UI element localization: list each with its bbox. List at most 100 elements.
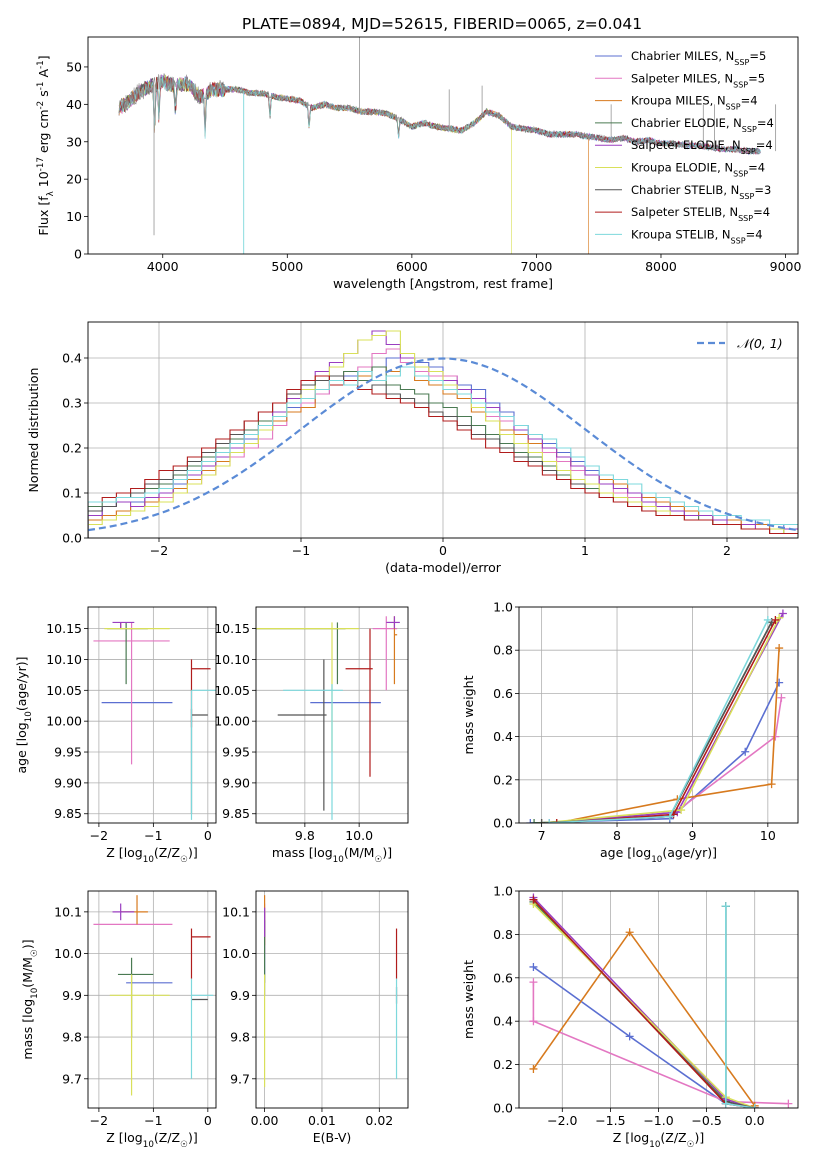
age-vs-Z-panel: −2 −1 0 9.85 9.90 9.95 10.00 10.05 10.10 10.15 Z […	[14, 606, 217, 865]
weight-vs-Z-ylabel-part: mass weight	[461, 960, 476, 1039]
age-vs-Z-ytick-label: 9.90	[54, 775, 82, 790]
spectrum-ylabel-part: A	[36, 69, 51, 82]
spectrum-ylabel-part: s	[36, 90, 51, 101]
mass-vs-Z-ylabel-part: (M/M	[20, 957, 35, 988]
age-vs-Z-xlabel-part: )]	[188, 845, 198, 860]
mass-vs-EBV-ytick-label: 9.7	[230, 1071, 250, 1086]
weight-vs-Z-series-line	[724, 906, 755, 1108]
mass-vs-EBV-ytick-label: 9.8	[230, 1030, 250, 1045]
spectrum-legend-label-part: SSP	[733, 169, 748, 178]
age-vs-Z-ytick-label: 10.10	[46, 652, 82, 667]
weight-vs-age-marker	[545, 819, 554, 823]
age-vs-Z-ylabel-part: (age/yr)]	[14, 656, 29, 711]
weight-vs-Z-marker	[529, 1064, 538, 1073]
weight-vs-age-ylabel-part: mass weight	[461, 675, 476, 754]
mass-vs-Z-ylabel-part: log	[20, 999, 35, 1018]
weight-vs-age-marker	[767, 780, 776, 789]
age-vs-Z-xlabel-part: 10	[143, 855, 154, 865]
mass-vs-EBV-frame	[255, 890, 409, 1109]
spectrum-legend-label: Chabrier MILES, NSSP=5	[631, 49, 766, 67]
age-vs-mass-xtick-label: 9.8	[295, 828, 315, 843]
age-vs-Z-ylabel-part: age [	[14, 741, 29, 773]
mass-vs-EBV-grid	[256, 891, 408, 1108]
residuals-ytick-label: 0.0	[62, 531, 82, 546]
mass-vs-EBV-plot-area	[264, 895, 398, 1088]
residuals-xtick-label: −2	[150, 543, 168, 558]
mass-vs-Z-xlabel: Z [log10(Z/Z☉)]	[106, 1130, 197, 1150]
residuals-ytick-label: 0.4	[62, 351, 82, 366]
age-vs-Z-ylabel: age [log10(age/yr)]	[14, 656, 34, 773]
spectrum-ylabel-part: λ	[46, 191, 56, 196]
residuals-grid	[88, 322, 798, 539]
mass-vs-Z-xlabel-part: ☉	[180, 1140, 188, 1150]
weight-vs-age-ytick-label: 0.6	[493, 686, 513, 701]
spectrum-xlabel-part: wavelength [Angstrom, rest frame]	[333, 276, 553, 291]
weight-vs-age-ytick-label: 1.0	[493, 600, 513, 615]
age-vs-Z-ylabel-part: 10	[24, 711, 34, 722]
weight-vs-age-marker	[775, 644, 784, 653]
spectrum-legend-label-part: Kroupa MILES, N	[631, 94, 726, 108]
age-vs-Z-xlabel-part: Z [	[106, 845, 123, 860]
spectrum-ytick-label: 30	[66, 134, 82, 149]
residuals-xlabel: (data-model)/error	[385, 560, 502, 575]
residuals-legend: 𝒩(0, 1)	[697, 336, 783, 351]
spectrum-model-line	[118, 75, 590, 254]
weight-vs-age-series-line	[549, 613, 784, 823]
mass-vs-EBV-axes: 0.00 0.01 0.02 9.7 9.8 9.9 10.0 10.1 E(B-V)	[222, 890, 409, 1145]
age-vs-Z-xlabel-part: (Z/Z	[154, 845, 180, 860]
spectrum-legend-label-part: Salpeter MILES, N	[631, 71, 733, 85]
age-vs-Z-frame	[87, 606, 217, 824]
weight-vs-age-frame	[518, 606, 799, 824]
spectrum-legend-label-part: Kroupa ELODIE, N	[631, 161, 733, 175]
age-vs-mass-ytick-label: 9.95	[222, 745, 250, 760]
weight-vs-age-series-line	[556, 647, 780, 823]
residuals-histogram-step	[88, 366, 798, 538]
age-vs-Z-ytick-label: 10.05	[46, 683, 82, 698]
weight-vs-age-marker	[665, 812, 674, 821]
weight-vs-Z-xtick-label: −2.0	[547, 1113, 577, 1128]
spectrum-legend-label-part: SSP	[739, 191, 754, 200]
weight-vs-age-marker	[778, 609, 787, 618]
weight-vs-age-marker	[771, 732, 780, 741]
mass-vs-Z-axes: −2 −1 09.79.89.910.010.1Z [log10(Z/Z☉)]mas…	[20, 890, 217, 1150]
spectrum-ytick-label: 20	[66, 172, 82, 187]
age-vs-mass-ytick-label: 9.90	[222, 775, 250, 790]
age-vs-Z-ytick-label: 9.85	[54, 806, 82, 821]
spectrum-ytick-label: 50	[66, 59, 82, 74]
mass-vs-EBV-xtick-label: 0.02	[365, 1113, 393, 1128]
spectrum-legend-label-part: =5	[749, 49, 766, 63]
weight-vs-age-xlabel-part: 10	[651, 855, 662, 865]
weight-vs-age-marker	[677, 806, 686, 815]
weight-vs-age-plot-area	[526, 609, 787, 823]
mass-vs-Z-ylabel-part: mass [	[20, 1018, 35, 1060]
spectrum-legend-label-part: SSP	[726, 102, 741, 111]
spectrum-legend-label-part: SSP	[734, 58, 749, 67]
residuals-xtick-label: 0	[439, 543, 447, 558]
age-vs-Z-ytick-label: 10.00	[46, 714, 82, 729]
weight-vs-Z-xtick-label: 0.0	[745, 1113, 765, 1128]
residuals-xtick-label: 1	[581, 543, 589, 558]
age-vs-mass-xlabel-part: log	[314, 845, 333, 860]
weight-vs-Z-marker	[784, 1099, 793, 1108]
mass-vs-Z-xtick-label: −2	[90, 1113, 108, 1128]
spectrum-ylabel-part: ]	[36, 55, 51, 60]
age-vs-Z-xtick-label: 0	[204, 828, 212, 843]
weight-vs-Z-plot-area	[529, 893, 793, 1108]
age-vs-mass-xlabel-part: (M/M	[344, 845, 375, 860]
weight-vs-Z-ytick-label: 0.8	[493, 927, 513, 942]
weight-vs-Z-ytick-label: 1.0	[493, 884, 513, 899]
weight-vs-Z-xtick-label: −1.5	[595, 1113, 625, 1128]
mass-vs-EBV-ytick-label: 9.9	[230, 988, 250, 1003]
weight-vs-Z-xlabel-part: log	[630, 1130, 649, 1145]
weight-vs-age-ytick-label: 0.4	[493, 729, 513, 744]
spectrum-xtick-label: 6000	[396, 259, 428, 274]
mass-vs-Z-xtick-label: 0	[204, 1113, 212, 1128]
age-vs-mass-ytick-label: 10.00	[214, 714, 250, 729]
weight-vs-age-xtick-label: 10	[760, 828, 776, 843]
weight-vs-age-series-line	[541, 697, 783, 823]
spectrum-ylabel-part: 10	[36, 171, 51, 191]
weight-vs-Z-xlabel-part: (Z/Z	[660, 1130, 686, 1145]
